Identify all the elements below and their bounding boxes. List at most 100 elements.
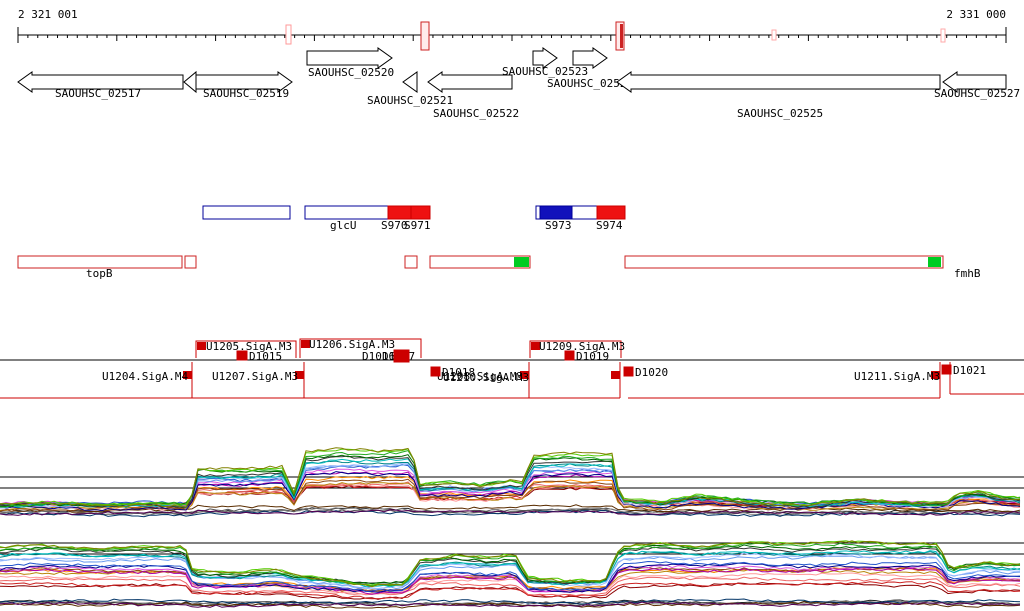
tss-label: U1205.SigA.M3 bbox=[206, 340, 292, 353]
expression-trace bbox=[0, 564, 1021, 593]
ruler-terminator-feature[interactable] bbox=[771, 29, 777, 41]
expression-trace bbox=[0, 510, 1021, 518]
tu-line-forward bbox=[195, 340, 297, 358]
tss-flag[interactable] bbox=[197, 342, 206, 350]
ruler-track bbox=[17, 21, 1007, 51]
gene-arrow[interactable] bbox=[306, 47, 393, 69]
expression-trace bbox=[0, 540, 1021, 588]
d-feature-label: D1018 bbox=[442, 366, 475, 379]
reverse-strand-expression-profiles bbox=[0, 540, 1024, 609]
d-feature-label: D1015 bbox=[249, 350, 282, 363]
d-feature-box[interactable] bbox=[941, 364, 952, 375]
srna-label: S974 bbox=[596, 219, 623, 232]
srna-label: glcU bbox=[330, 219, 357, 232]
tss-label: U1211.SigA.M3 bbox=[854, 370, 940, 383]
tu-line-forward bbox=[299, 338, 422, 358]
gene-track: SAOUHSC_02517 SAOUHSC_02519 SAOUHSC_02520 S… bbox=[17, 47, 1020, 120]
ruler-end-coordinate: 2 331 000 bbox=[946, 8, 1006, 21]
expression-trace bbox=[0, 567, 1021, 595]
tss-label: U1209.SigA.M3 bbox=[539, 340, 625, 353]
expression-trace bbox=[0, 509, 1021, 516]
expression-trace bbox=[0, 447, 1021, 508]
expression-trace bbox=[0, 562, 1021, 593]
tss-flag[interactable] bbox=[611, 371, 620, 379]
d-feature-box[interactable] bbox=[430, 366, 441, 377]
tu-line-forward bbox=[529, 340, 622, 358]
gene-arrow[interactable] bbox=[532, 47, 558, 69]
tss-label: U1208.SigA.M3 bbox=[437, 370, 523, 383]
tss-flag[interactable] bbox=[931, 371, 940, 379]
expression-trace bbox=[0, 599, 1021, 607]
expression-trace bbox=[0, 540, 1021, 586]
gene-label: SAOUHSC_02523 bbox=[502, 65, 588, 78]
expression-trace bbox=[0, 471, 1021, 512]
ruler-terminator-fill bbox=[620, 24, 623, 48]
expression-trace bbox=[0, 572, 1021, 595]
forward-strand-expression-profiles bbox=[0, 447, 1024, 518]
srna-label: S973 bbox=[545, 219, 572, 232]
srna-box[interactable] bbox=[410, 205, 431, 220]
gene-arrow[interactable] bbox=[942, 71, 1007, 93]
expression-trace bbox=[0, 542, 1021, 587]
gene-arrow[interactable] bbox=[616, 71, 941, 93]
ruler-terminator-feature[interactable] bbox=[285, 24, 292, 45]
gene-arrow[interactable] bbox=[183, 70, 197, 94]
d-feature-label: D1019 bbox=[576, 350, 609, 363]
d-feature-box[interactable] bbox=[236, 350, 248, 361]
operon-box[interactable] bbox=[429, 255, 531, 269]
d-feature-label: D1020 bbox=[635, 366, 668, 379]
expression-trace bbox=[0, 601, 1021, 608]
gene-arrow[interactable] bbox=[402, 71, 418, 93]
gene-arrow[interactable] bbox=[427, 71, 513, 93]
expression-trace bbox=[0, 450, 1021, 508]
gene-label: SAOUHSC_02525 bbox=[737, 107, 823, 120]
operon-box[interactable] bbox=[184, 255, 197, 269]
ruler-terminator-feature[interactable] bbox=[420, 21, 430, 51]
tss-label: U1206.SigA.M3 bbox=[309, 338, 395, 351]
tss-label: U1207.SigA.M3 bbox=[212, 370, 298, 383]
srna-label: S970 bbox=[381, 219, 408, 232]
gene-label: SAOUHSC_02520 bbox=[308, 66, 394, 79]
operon-box[interactable] bbox=[404, 255, 418, 269]
tss-flag[interactable] bbox=[520, 371, 529, 379]
d-feature-box[interactable] bbox=[393, 349, 410, 363]
srna-box[interactable] bbox=[202, 205, 291, 220]
operon-green-segment bbox=[514, 257, 529, 267]
d-feature-label: D1016 bbox=[362, 350, 395, 363]
srna-box[interactable] bbox=[387, 205, 412, 220]
srna-box[interactable] bbox=[304, 205, 389, 220]
gene-label: SAOUHSC_02521 bbox=[367, 94, 453, 107]
gene-label: SAOUHSC_02527 bbox=[934, 87, 1020, 100]
gene-label: SAOUHSC_02517 bbox=[55, 87, 141, 100]
tss-flag[interactable] bbox=[295, 371, 304, 379]
operon-label: topB bbox=[86, 267, 113, 280]
gene-label: SAOUHSC_02524 bbox=[547, 77, 633, 90]
operon-track: topB fmhB bbox=[17, 255, 981, 280]
expression-trace bbox=[0, 576, 1021, 597]
expression-trace bbox=[0, 504, 1021, 513]
expression-trace bbox=[0, 478, 1021, 512]
srna-box[interactable] bbox=[539, 205, 573, 220]
tss-flag[interactable] bbox=[301, 340, 310, 348]
expression-trace bbox=[0, 598, 1021, 605]
ruler-terminator-feature[interactable] bbox=[940, 28, 946, 43]
expression-trace bbox=[0, 550, 1021, 588]
operon-box[interactable] bbox=[17, 255, 183, 269]
tss-track: U1204.SigA.M4 U1207.SigA.M3 U1208.SigA.M3 U… bbox=[0, 338, 1024, 399]
expression-trace bbox=[0, 581, 1021, 600]
operon-box[interactable] bbox=[624, 255, 944, 269]
tss-flag[interactable] bbox=[183, 371, 192, 379]
d-feature-label: D1021 bbox=[953, 364, 986, 377]
srna-box[interactable] bbox=[596, 205, 626, 220]
d-feature-box[interactable] bbox=[564, 350, 575, 361]
gene-arrow[interactable] bbox=[572, 47, 608, 69]
tss-flag[interactable] bbox=[531, 342, 540, 350]
tss-label: U1204.SigA.M4 bbox=[102, 370, 188, 383]
expression-trace bbox=[0, 544, 1021, 585]
gene-arrow[interactable] bbox=[17, 71, 184, 93]
d-feature-box[interactable] bbox=[623, 366, 634, 377]
gene-arrow[interactable] bbox=[195, 71, 293, 93]
